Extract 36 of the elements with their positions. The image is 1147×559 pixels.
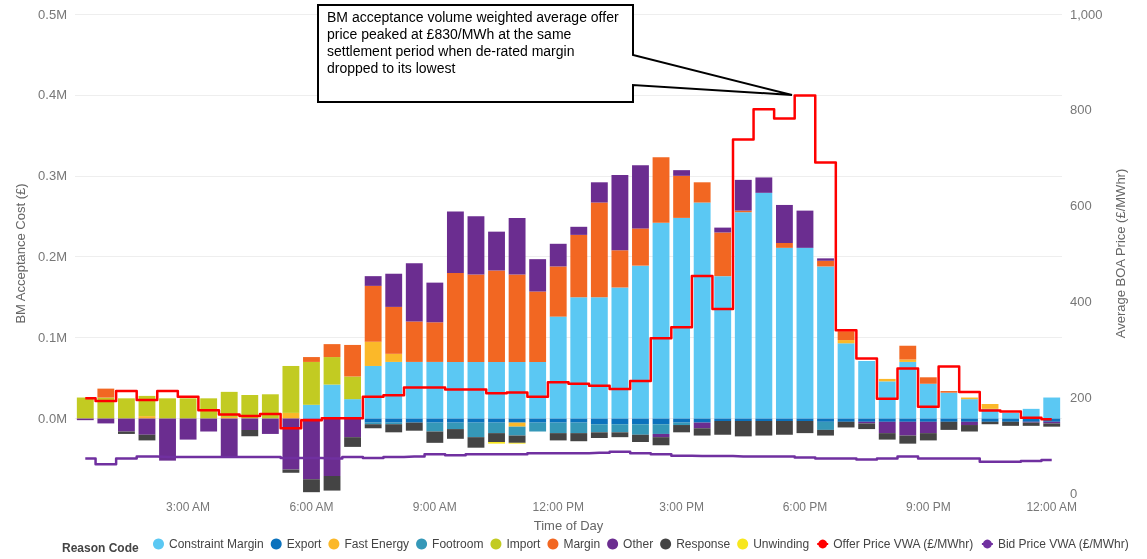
- legend-label: Footroom: [432, 537, 484, 551]
- y2-tick-label: 0: [1070, 485, 1078, 501]
- x-tick-label: 12:00 PM: [532, 500, 584, 514]
- y-tick-label: 0.1M: [38, 330, 67, 346]
- legend-label: Export: [286, 537, 323, 551]
- legend-title: Reason Code: [62, 541, 140, 555]
- x-tick-label: 6:00 AM: [289, 500, 334, 514]
- y2-axis-title: Average BOA Price (£/MWhr): [1113, 168, 1128, 339]
- x-tick-label: 3:00 AM: [166, 500, 211, 514]
- y2-tick-label: 400: [1070, 293, 1092, 309]
- legend-label: Offer Price VWA (£/MWhr): [833, 537, 974, 551]
- annotation: BM acceptance volume weighted average offer price peaked at £830/MWh at the same settlement period when de-rated margin dropped to its lowest: [327, 8, 623, 76]
- x-tick-label: 9:00 AM: [412, 500, 457, 514]
- y-tick-label: 0.4M: [38, 87, 67, 103]
- x-tick-label: 9:00 PM: [905, 500, 951, 514]
- legend-label: Margin: [563, 537, 601, 551]
- x-tick-label: 6:00 PM: [782, 500, 828, 514]
- legend-label: Import: [506, 537, 542, 551]
- y2-tick-label: 800: [1070, 102, 1092, 118]
- y-axis-title: BM Acceptance Cost (£): [13, 183, 28, 324]
- x-tick-label: 12:00 AM: [1026, 500, 1078, 514]
- y2-tick-label: 200: [1070, 389, 1092, 405]
- x-tick-label: 3:00 PM: [659, 500, 704, 514]
- legend-label: Response: [676, 537, 731, 551]
- y-tick-label: 0.2M: [38, 249, 67, 265]
- x-axis-title: Time of Day: [533, 518, 604, 533]
- legend-label: Fast Energy: [344, 537, 410, 551]
- y2-tick-label: 1,000: [1070, 6, 1103, 22]
- legend-label: Unwinding: [753, 537, 810, 551]
- y-tick-label: 0.5M: [38, 6, 67, 22]
- y-tick-label: 0.0M: [38, 411, 67, 427]
- legend-label: Other: [623, 537, 654, 551]
- y2-tick-label: 600: [1070, 198, 1092, 214]
- legend-label: Bid Price VWA (£/MWhr): [997, 537, 1129, 551]
- legend-label: Constraint Margin: [169, 537, 264, 551]
- y-tick-label: 0.3M: [38, 168, 67, 184]
